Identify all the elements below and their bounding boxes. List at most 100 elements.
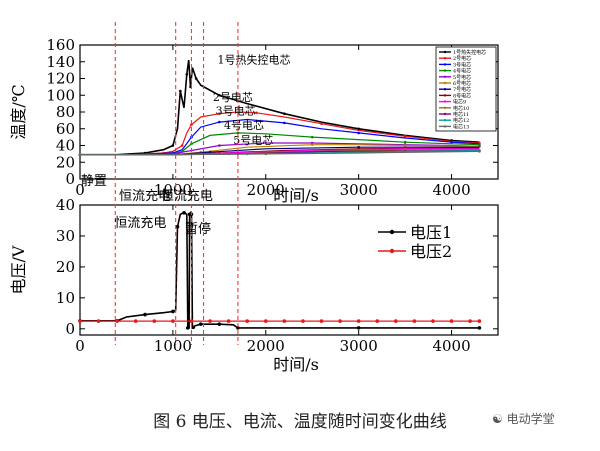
series-point: [394, 319, 398, 323]
series-point: [301, 319, 305, 323]
legend-entry: 3号电芯: [453, 61, 471, 68]
series-point: [403, 148, 407, 151]
series-point: [310, 143, 314, 146]
legend-entry: 5号电芯: [453, 74, 471, 81]
series-point: [477, 326, 482, 330]
series-point: [356, 319, 361, 323]
series-point: [179, 89, 182, 93]
series-point: [310, 135, 314, 139]
temperature-y-axis-label: 温度/℃: [9, 84, 28, 139]
series-point: [431, 319, 435, 323]
series-point: [208, 319, 212, 323]
temperature-line: [80, 59, 480, 156]
cell-annotation: 4号电芯: [224, 118, 264, 132]
legend-entry: 2号电芯: [453, 55, 471, 62]
series-point: [171, 319, 175, 323]
legend-marker: [443, 81, 447, 85]
x-tick-label: 4000: [432, 181, 470, 199]
series-point: [185, 73, 189, 76]
legend-entry: 1号热失控电芯: [453, 49, 486, 56]
voltage-x-axis-label: 时间/s: [273, 355, 319, 374]
legend-marker: [443, 88, 447, 91]
cell-annotation: 5号电芯: [233, 133, 273, 147]
y-tick-label: 20: [56, 258, 75, 276]
series-point: [236, 326, 240, 330]
figure-caption: 图 6 电压、电流、温度随时间变化曲线: [153, 412, 447, 432]
series-point: [255, 111, 258, 115]
y-tick-label: 60: [56, 120, 75, 138]
phase-label: 静置: [81, 174, 107, 189]
temperature-series: [78, 59, 481, 157]
series-point: [115, 319, 119, 323]
series-point: [133, 319, 138, 323]
y-tick-label: 140: [46, 53, 75, 71]
series-point: [236, 131, 240, 135]
phase-label: 恒流充电: [114, 215, 166, 231]
phase-boundaries: [114, 22, 239, 345]
cell-annotation: 1号热失控电芯: [217, 52, 290, 66]
y-tick-label: 160: [46, 36, 75, 54]
series-point: [375, 319, 380, 323]
voltage-plot-frame: [79, 204, 499, 336]
phase-label: 暂停: [185, 221, 211, 237]
legend-entry: 电芯10: [453, 105, 469, 112]
series-point: [264, 152, 268, 156]
legend-marker: [443, 119, 447, 122]
y-tick-label: 100: [46, 86, 75, 104]
x-tick-label: 1000: [154, 337, 192, 355]
temperature-line: [80, 118, 480, 156]
legend-entry: 电芯12: [453, 117, 469, 124]
x-tick-label: 1000: [154, 181, 192, 199]
series-point: [96, 319, 101, 323]
x-tick-label: 2000: [247, 181, 285, 199]
series-point: [403, 140, 407, 144]
phase-label: 恒流充电: [119, 188, 171, 204]
x-tick-label: 2000: [247, 337, 285, 355]
watermark-text: 电动学堂: [506, 412, 555, 426]
y-tick-label: 0: [65, 170, 75, 188]
legend-marker: [443, 50, 447, 54]
series-point: [180, 144, 184, 147]
y-tick-label: 30: [56, 227, 75, 245]
series-point: [189, 319, 194, 323]
temperature-x-axis-label: 时间/s: [273, 186, 319, 205]
series-point: [319, 319, 324, 323]
series-point: [283, 121, 286, 125]
voltage-panel: 0 10 20 30 40 0 1000 2000 3000 4000 电压/V 时间/s 电压…: [9, 196, 499, 374]
series-point: [468, 319, 472, 323]
legend-entry: 电芯9: [453, 99, 466, 106]
watermark: ☯ 电动学堂: [492, 410, 555, 427]
y-tick-label: 20: [56, 153, 75, 171]
series-point: [182, 210, 186, 215]
series-point: [217, 322, 222, 326]
cell-annotation: 3号电芯: [216, 104, 256, 118]
series-point: [357, 131, 360, 135]
legend-marker: [443, 106, 447, 110]
series-point: [283, 112, 286, 115]
watermark-icon: ☯: [492, 412, 503, 426]
legend-entry: 电芯11: [453, 111, 469, 118]
series-point: [194, 77, 198, 80]
legend-entry: 电芯13: [453, 123, 469, 130]
series-point: [357, 127, 360, 131]
x-tick-label: 4000: [432, 337, 470, 355]
series-point: [78, 319, 82, 323]
series-point: [478, 150, 481, 153]
phase-label: 恒流充电: [161, 188, 213, 204]
legend-marker: [443, 63, 447, 66]
series-point: [338, 319, 342, 323]
series-point: [218, 120, 221, 124]
series-point: [143, 312, 147, 317]
y-tick-label: 120: [46, 70, 75, 88]
series-point: [218, 93, 221, 97]
legend-marker: [443, 75, 447, 79]
series-point: [185, 326, 190, 330]
series-point: [450, 140, 453, 144]
series-point: [356, 326, 361, 330]
series-point: [403, 144, 407, 147]
series-point: [171, 144, 175, 147]
